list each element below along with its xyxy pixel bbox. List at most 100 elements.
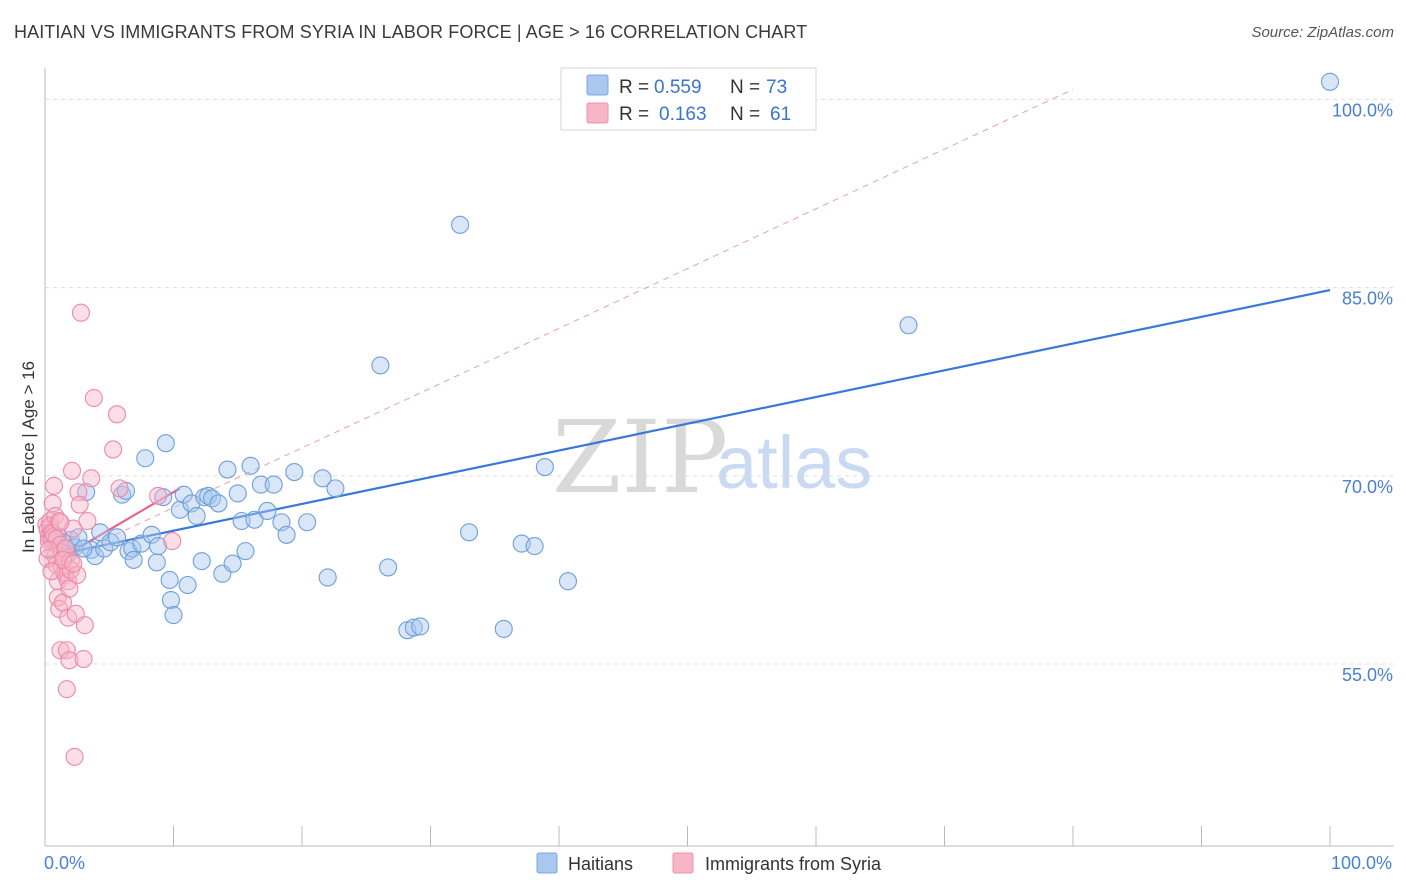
syria-point bbox=[42, 562, 61, 581]
haitian-point bbox=[136, 449, 155, 468]
haitian-point bbox=[69, 528, 88, 547]
syria-point bbox=[75, 616, 94, 635]
x-tick-label-min: 0.0% bbox=[44, 853, 85, 873]
source-label: Source: ZipAtlas.com bbox=[1251, 24, 1394, 41]
syria-point bbox=[51, 641, 70, 660]
chart-title: HAITIAN VS IMMIGRANTS FROM SYRIA IN LABO… bbox=[14, 22, 808, 42]
legend-swatch-haitians bbox=[586, 74, 609, 96]
legend-r-label-syria: R = bbox=[619, 104, 649, 125]
haitian-point bbox=[326, 479, 345, 498]
haitian-point bbox=[285, 463, 304, 482]
syria-point bbox=[71, 303, 91, 322]
syria-point bbox=[110, 479, 129, 498]
syria-point bbox=[74, 649, 93, 669]
y-tick-label: 55.0% bbox=[1342, 665, 1393, 685]
legend-r-value-syria: 0.163 bbox=[659, 104, 707, 125]
haitian-point bbox=[404, 618, 423, 637]
x-tick-marks bbox=[173, 826, 1331, 846]
haitian-point bbox=[277, 525, 296, 544]
legend-n-label-syria: N = bbox=[730, 104, 760, 125]
haitian-point bbox=[161, 591, 180, 610]
haitian-point bbox=[164, 606, 183, 625]
haitian-point bbox=[558, 572, 578, 591]
y-tick-label: 100.0% bbox=[1332, 100, 1393, 120]
syria-point bbox=[51, 513, 70, 532]
bottom-legend-label-syria: Immigrants from Syria bbox=[705, 854, 882, 874]
bottom-legend: Haitians Immigrants from Syria bbox=[536, 852, 882, 874]
haitian-point bbox=[535, 457, 554, 477]
syria-point bbox=[70, 495, 89, 514]
haitian-point bbox=[371, 356, 390, 375]
legend-swatch-syria bbox=[586, 102, 609, 124]
haitian-point bbox=[178, 575, 197, 595]
syria-point bbox=[59, 572, 78, 591]
syria-point bbox=[64, 554, 83, 573]
data-points bbox=[37, 72, 1340, 766]
haitian-point bbox=[142, 525, 161, 544]
syria-point bbox=[163, 532, 182, 551]
haitian-point bbox=[451, 215, 470, 234]
haitian-point bbox=[251, 475, 270, 494]
legend-n-value-haitians: 73 bbox=[766, 77, 787, 98]
bottom-legend-label-haitians: Haitians bbox=[568, 854, 633, 874]
haitian-point bbox=[459, 523, 479, 542]
haitian-point bbox=[149, 537, 168, 556]
syria-point bbox=[104, 440, 123, 459]
syria-point bbox=[84, 388, 103, 408]
haitian-point bbox=[218, 460, 237, 479]
y-tick-labels: 55.0% 70.0% 85.0% 100.0% bbox=[1332, 100, 1393, 685]
haitian-point bbox=[147, 553, 166, 572]
haitian-point bbox=[258, 501, 277, 521]
trend-line bbox=[44, 487, 181, 569]
haitian-point bbox=[192, 552, 211, 571]
haitian-point bbox=[494, 619, 513, 638]
haitian-point bbox=[318, 568, 337, 587]
syria-point bbox=[78, 511, 97, 531]
syria-point bbox=[68, 565, 87, 585]
y-tick-label: 85.0% bbox=[1342, 289, 1393, 309]
haitian-point bbox=[223, 554, 242, 573]
haitian-point bbox=[74, 539, 93, 558]
axes bbox=[44, 68, 1394, 847]
haitian-point bbox=[187, 506, 206, 526]
syria-point bbox=[107, 405, 127, 424]
syria-point bbox=[62, 461, 82, 480]
legend-r-label-haitians: R = bbox=[619, 77, 649, 98]
haitian-point bbox=[899, 316, 918, 335]
haitian-point bbox=[1320, 72, 1340, 91]
syria-point bbox=[57, 680, 76, 699]
haitian-point bbox=[107, 528, 127, 547]
haitian-point bbox=[241, 456, 260, 475]
syria-point bbox=[60, 651, 79, 670]
gridlines bbox=[45, 98, 1394, 665]
haitian-point bbox=[236, 542, 255, 561]
haitian-point bbox=[156, 434, 175, 453]
legend-n-value-syria: 61 bbox=[770, 104, 791, 125]
legend-n-label-haitians: N = bbox=[730, 77, 760, 98]
bottom-legend-swatch-haitians bbox=[536, 852, 558, 874]
bottom-legend-swatch-syria bbox=[672, 852, 694, 874]
haitian-point bbox=[228, 484, 247, 503]
legend: R = 0.559 N = 73 R = 0.163 N = 61 bbox=[560, 67, 817, 131]
y-axis-label: In Labor Force | Age > 16 bbox=[19, 361, 38, 553]
haitian-point bbox=[525, 537, 544, 556]
haitian-point bbox=[160, 570, 179, 590]
haitian-point bbox=[298, 513, 317, 532]
haitian-point bbox=[379, 558, 398, 577]
legend-r-value-haitians: 0.559 bbox=[654, 77, 702, 98]
y-tick-label: 70.0% bbox=[1342, 477, 1393, 497]
syria-point bbox=[65, 747, 84, 766]
syria-point bbox=[44, 476, 64, 495]
x-tick-label-max: 100.0% bbox=[1331, 853, 1392, 873]
syria-point bbox=[53, 550, 73, 569]
watermark-atlas: atlas bbox=[716, 421, 872, 504]
syria-point bbox=[39, 540, 58, 559]
syria-point bbox=[50, 511, 69, 531]
haitian-point bbox=[209, 494, 228, 513]
trend-line-dashed bbox=[44, 88, 1074, 568]
syria-point bbox=[60, 579, 79, 598]
haitian-point bbox=[170, 500, 189, 519]
haitian-point bbox=[124, 550, 143, 569]
syria-point bbox=[82, 469, 101, 488]
